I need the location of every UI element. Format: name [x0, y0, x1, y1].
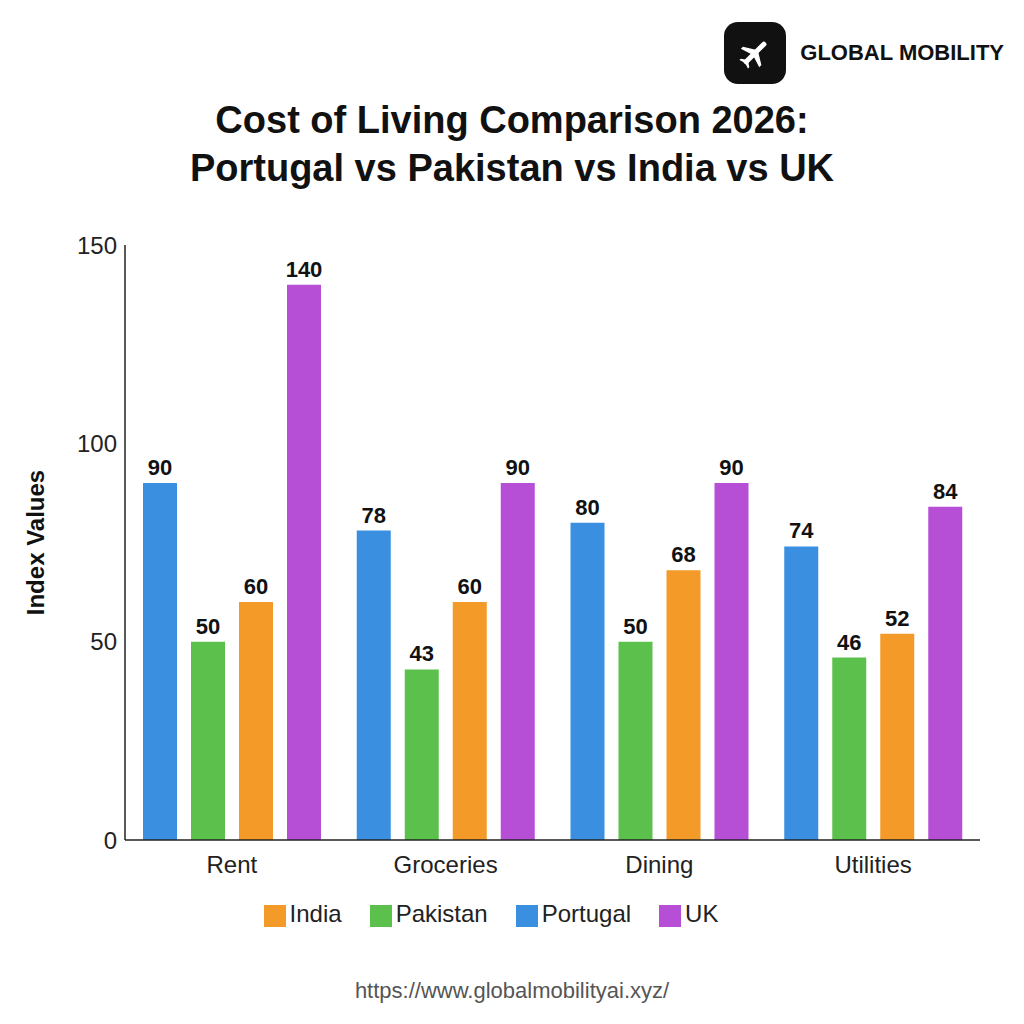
- svg-text:60: 60: [458, 574, 482, 599]
- html-text:Portugal: Portugal: [541, 900, 632, 927]
- html-text:https://www.globalmobilityai.x: https://www.globalmobilityai.xyz/: [354, 978, 670, 1003]
- html-text:Pakistan: Pakistan: [395, 900, 488, 927]
- svg-text:Index Values: Index Values: [22, 470, 49, 615]
- html-text:Portugal vs Pakistan vs India: Portugal vs Pakistan vs India vs UK: [189, 147, 835, 189]
- svg-text:90: 90: [506, 455, 530, 480]
- svg-text:100: 100: [77, 430, 117, 457]
- svg-text:Dining: Dining: [625, 851, 693, 878]
- svg-text:90: 90: [719, 455, 743, 480]
- svg-text:74: 74: [789, 518, 814, 543]
- html-text:GLOBAL MOBILITY: GLOBAL MOBILITY: [800, 40, 1004, 65]
- svg-text:43: 43: [410, 641, 434, 666]
- svg-text:50: 50: [90, 628, 117, 655]
- svg-text:68: 68: [671, 542, 695, 567]
- html-text:Cost of Living Comparison 2026: Cost of Living Comparison 2026:: [215, 99, 809, 141]
- svg-text:150: 150: [77, 232, 117, 259]
- html-text:India: India: [289, 900, 342, 927]
- svg-text:Groceries: Groceries: [394, 851, 498, 878]
- svg-text:52: 52: [885, 606, 909, 631]
- svg-text:78: 78: [362, 503, 386, 528]
- svg-text:84: 84: [933, 479, 958, 504]
- svg-text:90: 90: [148, 455, 172, 480]
- svg-text:140: 140: [286, 257, 323, 282]
- svg-text:46: 46: [837, 630, 861, 655]
- svg-text:50: 50: [623, 614, 647, 639]
- svg-text:50: 50: [196, 614, 220, 639]
- svg-text:Utilities: Utilities: [834, 851, 911, 878]
- svg-text:60: 60: [244, 574, 268, 599]
- svg-text:Rent: Rent: [207, 851, 258, 878]
- svg-text:0: 0: [104, 827, 117, 854]
- svg-text:80: 80: [575, 495, 599, 520]
- html-text:UK: UK: [685, 900, 719, 927]
